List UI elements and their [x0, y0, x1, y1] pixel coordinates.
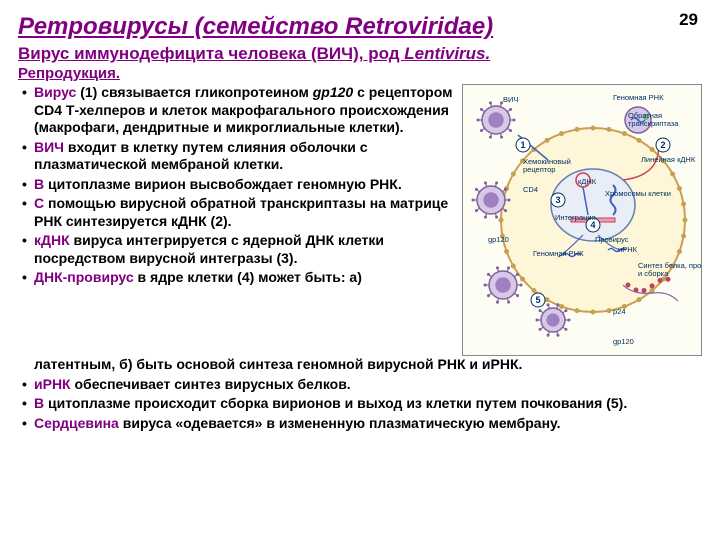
bullet-item: В цитоплазме происходит сборка вирионов … [28, 395, 702, 413]
bullet-item: Вирус (1) связывается гликопротеином gp1… [28, 84, 456, 137]
svg-text:2: 2 [660, 140, 665, 150]
bullet-item: ВИЧ входит в клетку путем слияния оболоч… [28, 139, 456, 174]
bullet-list-bottom: латентным, б) быть основой синтеза геном… [18, 356, 702, 432]
bullet-item: В цитоплазме вирион высвобождает геномну… [28, 176, 456, 194]
svg-text:CD4: CD4 [523, 185, 538, 194]
svg-text:Интеграция: Интеграция [555, 213, 596, 222]
svg-text:Хромосомы клетки: Хромосомы клетки [605, 189, 671, 198]
svg-text:1: 1 [520, 140, 525, 150]
text-column: Вирус (1) связывается гликопротеином gp1… [18, 84, 456, 356]
bullet-item: ДНК-провирус в ядре клетки (4) может быт… [28, 269, 456, 287]
bullet-list-top: Вирус (1) связывается гликопротеином gp1… [18, 84, 456, 287]
bullet-item: кДНК вируса интегрируется с ядерной ДНК … [28, 232, 456, 267]
bullet-item: С помощью вирусной обратной транскриптаз… [28, 195, 456, 230]
svg-text:кДНК: кДНК [578, 177, 597, 186]
svg-text:5: 5 [535, 295, 540, 305]
subtitle-a: Вирус иммунодефицита человека (ВИЧ), род [18, 44, 404, 63]
bullet-item: Сердцевина вируса «одевается» в измененн… [28, 415, 702, 433]
content-wrap: Вирус (1) связывается гликопротеином gp1… [18, 84, 702, 356]
subtitle-genus: Lentivirus. [404, 44, 490, 63]
bullet-item: иРНК обеспечивает синтез вирусных белков… [28, 376, 702, 394]
svg-text:p24: p24 [613, 307, 626, 316]
svg-text:Синтез белка, процессинги сбор: Синтез белка, процессинги сборка [638, 261, 701, 278]
svg-text:gp120: gp120 [488, 235, 509, 244]
subtitle: Вирус иммунодефицита человека (ВИЧ), род… [18, 44, 702, 64]
svg-text:Линейная кДНК: Линейная кДНК [641, 155, 696, 164]
svg-text:3: 3 [555, 195, 560, 205]
replication-diagram: 12345ВИЧГеномная РНКОбратнаятранскриптаз… [462, 84, 702, 356]
svg-text:Провирус: Провирус [595, 235, 629, 244]
svg-text:иРНК: иРНК [618, 245, 638, 254]
svg-text:gp120: gp120 [613, 337, 634, 346]
svg-text:ВИЧ: ВИЧ [503, 95, 518, 104]
main-title: Ретровирусы (семейство Retroviridae) [18, 12, 702, 42]
svg-text:Геномная РНК: Геномная РНК [533, 249, 584, 258]
bullet-item: латентным, б) быть основой синтеза геном… [28, 356, 702, 374]
page-number: 29 [679, 10, 698, 30]
section-label: Репродукция. [18, 65, 702, 82]
svg-text:Геномная РНК: Геномная РНК [613, 93, 664, 102]
svg-text:Обратнаятранскриптаза: Обратнаятранскриптаза [628, 111, 679, 128]
